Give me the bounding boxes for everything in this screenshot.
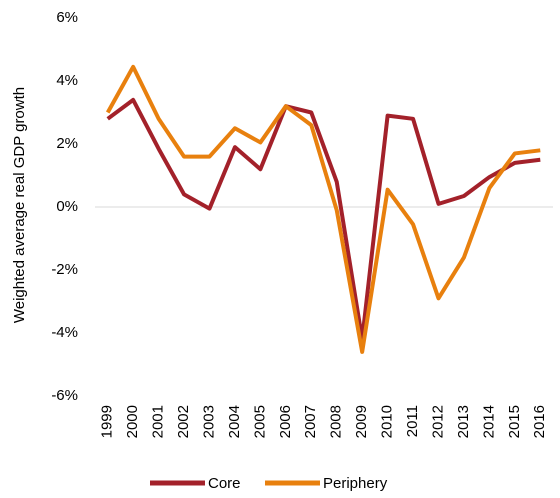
x-tick-label: 2014	[480, 405, 497, 438]
x-tick-label: 2006	[277, 405, 294, 438]
series-line	[106, 97, 541, 342]
x-tick-label: 2013	[455, 405, 472, 438]
y-tick-label: -6%	[51, 387, 78, 404]
y-tick-label: 6%	[56, 9, 78, 26]
x-tick-label: 2002	[175, 405, 192, 438]
x-tick-label: 2016	[531, 405, 548, 438]
x-tick-label: 2010	[379, 405, 396, 438]
x-tick-label: 2009	[353, 405, 370, 438]
y-tick-label: 4%	[56, 72, 78, 89]
y-axis-label: Weighted average real GDP growth	[11, 87, 28, 323]
x-tick-label: 2003	[200, 405, 217, 438]
y-tick-label: -2%	[51, 261, 78, 278]
y-tick-label: -4%	[51, 324, 78, 341]
x-tick-label: 2007	[302, 405, 319, 438]
legend-label: Core	[208, 475, 241, 492]
x-tick-label: 2005	[251, 405, 268, 438]
x-tick-label: 2001	[150, 405, 167, 438]
x-tick-label: 2012	[429, 405, 446, 438]
x-tick-label: 2004	[226, 405, 243, 438]
x-tick-label: 1999	[99, 405, 116, 438]
x-tick-label: 2008	[328, 405, 345, 438]
x-tick-label: 2000	[124, 405, 141, 438]
y-tick-label: 0%	[56, 198, 78, 215]
legend-label: Periphery	[323, 475, 388, 492]
y-tick-label: 2%	[56, 135, 78, 152]
x-tick-label: 2015	[506, 405, 523, 438]
x-tick-label: 2011	[404, 405, 421, 437]
series-line	[105, 64, 541, 354]
